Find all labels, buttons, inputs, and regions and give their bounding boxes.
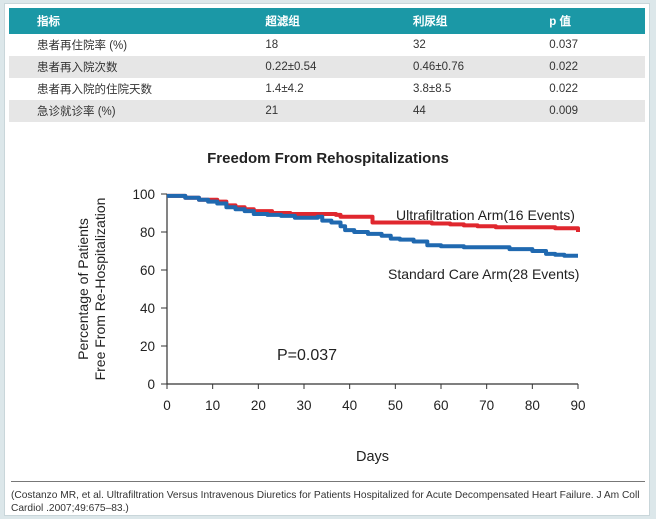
y-axis-label: Percentage of Patients — [75, 218, 91, 360]
y-tick-label: 80 — [140, 225, 155, 240]
cell-indicator: 患者再入院次数 — [9, 56, 238, 78]
header-ultrafiltration: 超滤组 — [237, 8, 385, 34]
standard-care-label: Standard Care Arm(28 Events) — [388, 266, 579, 282]
ultrafiltration-label: Ultrafiltration Arm(16 Events) — [396, 207, 575, 223]
y-axis-label: Free From Re-Hospitalization — [92, 198, 108, 381]
table-row: 急诊就诊率 (%) 21 44 0.009 — [9, 100, 645, 122]
cell-p-value: 0.009 — [521, 100, 645, 122]
cell-diuretic: 0.46±0.76 — [384, 56, 522, 78]
cell-indicator: 患者再入院的住院天数 — [9, 78, 238, 100]
y-tick-label: 100 — [132, 187, 155, 202]
x-tick-label: 70 — [479, 398, 494, 413]
cell-p-value: 0.022 — [521, 78, 645, 100]
citation-text: (Costanzo MR, et al. Ultrafiltration Ver… — [11, 490, 640, 514]
x-tick-label: 80 — [525, 398, 540, 413]
cell-p-value: 0.022 — [521, 56, 645, 78]
header-indicator: 指标 — [9, 8, 238, 34]
x-axis-label: Days — [356, 449, 389, 465]
cell-diuretic: 32 — [384, 34, 522, 56]
cell-ultrafiltration: 0.22±0.54 — [237, 56, 385, 78]
x-tick-label: 20 — [251, 398, 266, 413]
results-table: 指标 超滤组 利尿组 p 值 患者再住院率 (%) 18 32 0.037 患者… — [9, 8, 645, 122]
standard-care-line — [167, 193, 578, 258]
cell-indicator: 急诊就诊率 (%) — [9, 100, 238, 122]
cell-p-value: 0.037 — [521, 34, 645, 56]
cell-diuretic: 44 — [384, 100, 522, 122]
cell-ultrafiltration: 1.4±4.2 — [237, 78, 385, 100]
table-row: 患者再住院率 (%) 18 32 0.037 — [9, 34, 645, 56]
table-row: 患者再入院的住院天数 1.4±4.2 3.8±8.5 0.022 — [9, 78, 645, 100]
x-tick-label: 0 — [163, 398, 171, 413]
figure-panel: 指标 超滤组 利尿组 p 值 患者再住院率 (%) 18 32 0.037 患者… — [4, 3, 650, 516]
table-row: 患者再入院次数 0.22±0.54 0.46±0.76 0.022 — [9, 56, 645, 78]
y-tick-label: 0 — [147, 377, 155, 392]
x-tick-label: 40 — [342, 398, 357, 413]
cell-diuretic: 3.8±8.5 — [384, 78, 522, 100]
y-tick-label: 40 — [140, 301, 155, 316]
x-tick-label: 30 — [296, 398, 311, 413]
y-tick-label: 60 — [140, 263, 155, 278]
cell-ultrafiltration: 21 — [237, 100, 385, 122]
header-diuretic: 利尿组 — [384, 8, 522, 34]
cell-ultrafiltration: 18 — [237, 34, 385, 56]
table-header-row: 指标 超滤组 利尿组 p 值 — [9, 8, 645, 34]
x-tick-label: 90 — [570, 398, 585, 413]
x-tick-label: 10 — [205, 398, 220, 413]
p-value-annotation: P=0.037 — [277, 347, 337, 364]
survival-chart: 0 20 40 60 80 100 0 10 20 30 40 50 60 70 80 90 Ultrafilt… — [75, 187, 586, 465]
x-tick-label: 50 — [388, 398, 403, 413]
y-tick-label: 20 — [140, 339, 155, 354]
cell-indicator: 患者再住院率 (%) — [9, 34, 238, 56]
chart-title: Freedom From Rehospitalizations — [207, 150, 449, 167]
citation-divider — [11, 481, 645, 482]
x-tick-label: 60 — [433, 398, 448, 413]
header-p-value: p 值 — [521, 8, 645, 34]
